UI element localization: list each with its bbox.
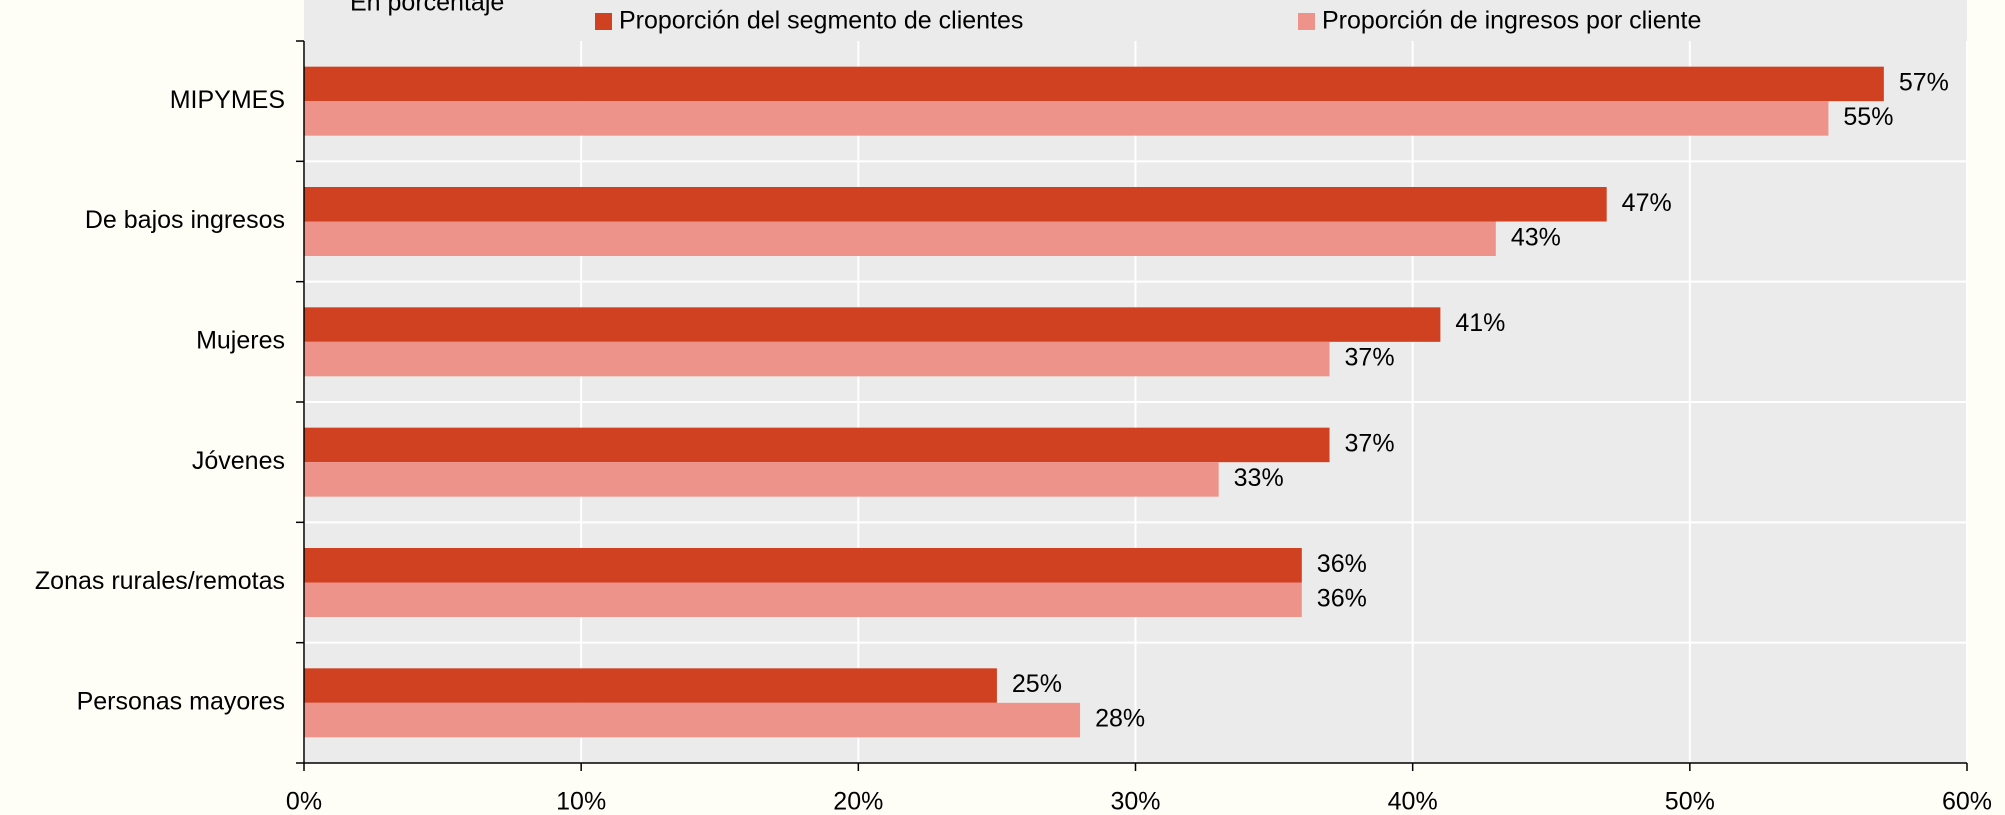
bar [304, 703, 1080, 738]
value-label: 36% [1317, 584, 1367, 612]
bar [304, 101, 1828, 135]
value-label: 47% [1622, 189, 1672, 217]
value-label: 28% [1095, 705, 1145, 733]
bar [304, 548, 1302, 583]
bar [304, 583, 1302, 618]
x-tick-label: 50% [1665, 788, 1715, 815]
legend-label: Proporción del segmento de clientes [619, 7, 1023, 35]
bar [304, 342, 1330, 377]
y-tick-label: Jóvenes [192, 447, 285, 475]
x-tick-label: 0% [286, 788, 322, 815]
y-tick-label: MIPYMES [170, 86, 285, 114]
value-label: 55% [1843, 103, 1893, 131]
chart: En porcentaje 0% 10% 20% 30% 40% 50% 60% Propor… [0, 0, 2005, 815]
x-tick-label: 60% [1942, 788, 1992, 815]
bar [304, 222, 1496, 257]
value-label: 33% [1234, 464, 1284, 492]
legend-label: Proporción de ingresos por cliente [1322, 7, 1701, 35]
value-label: 57% [1899, 69, 1949, 97]
value-label: 37% [1345, 344, 1395, 372]
value-label: 37% [1345, 430, 1395, 458]
value-label: 43% [1511, 223, 1561, 251]
y-tick-label: Personas mayores [77, 687, 285, 715]
y-tick-label: Mujeres [196, 326, 285, 354]
x-tick-label: 20% [833, 788, 883, 815]
bar [304, 462, 1219, 497]
value-label: 25% [1012, 670, 1062, 698]
legend-swatch [1298, 13, 1315, 30]
bar [304, 428, 1330, 463]
value-label: 41% [1455, 309, 1505, 337]
chart-subtitle: En porcentaje [350, 0, 504, 17]
x-tick-label: 30% [1110, 788, 1160, 815]
y-tick-label: Zonas rurales/remotas [35, 567, 285, 595]
legend-swatch [595, 13, 612, 30]
bar [304, 668, 997, 703]
bar [304, 307, 1440, 342]
value-label: 36% [1317, 550, 1367, 578]
y-tick-label: De bajos ingresos [85, 206, 285, 234]
x-tick-label: 10% [556, 788, 606, 815]
bar [304, 67, 1884, 102]
x-tick-label: 40% [1388, 788, 1438, 815]
bar [304, 187, 1607, 222]
